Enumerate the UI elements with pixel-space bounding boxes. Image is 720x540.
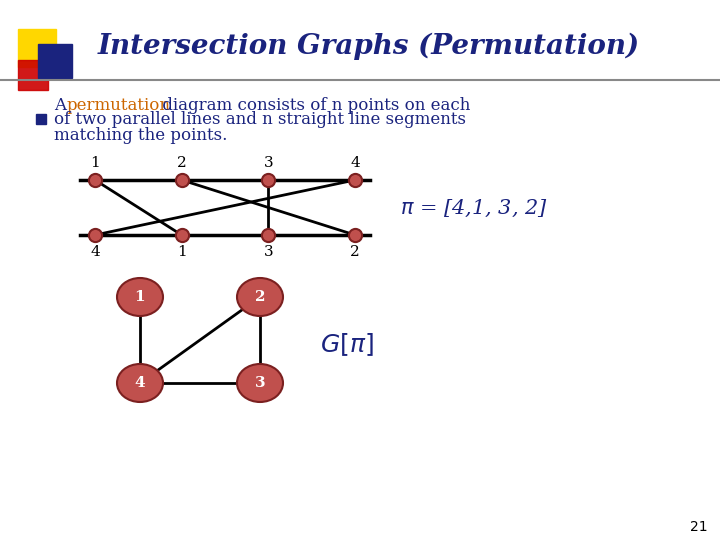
Ellipse shape [237,364,283,402]
Ellipse shape [237,278,283,316]
Text: 1: 1 [177,245,186,259]
Bar [38,44,72,78]
Text: 1: 1 [135,290,145,304]
Bar [18,60,48,90]
Point [349,231,361,239]
Text: matching the points.: matching the points. [54,126,228,144]
Ellipse shape [117,364,163,402]
Text: Intersection Graphs (Permutation): Intersection Graphs (Permutation) [98,32,640,60]
Point [176,231,187,239]
Text: $G[\pi]$: $G[\pi]$ [320,332,374,359]
Text: permutation: permutation [67,97,171,113]
Text: 3: 3 [255,376,265,390]
Point [176,176,187,184]
Text: diagram consists of n points on each: diagram consists of n points on each [157,97,470,113]
Text: $\pi$ = [4,1, 3, 2]: $\pi$ = [4,1, 3, 2] [400,198,548,219]
Text: 1: 1 [90,156,100,170]
Text: 4: 4 [350,156,360,170]
Text: 21: 21 [690,520,708,534]
Text: 3: 3 [264,156,273,170]
Point [89,176,101,184]
Bar [36,114,46,124]
Point [349,176,361,184]
Text: A: A [54,97,71,113]
Text: of two parallel lines and n straight line segments: of two parallel lines and n straight lin… [54,111,466,129]
Bar [18,29,56,67]
Ellipse shape [117,278,163,316]
Text: 2: 2 [255,290,265,304]
Text: 2: 2 [350,245,360,259]
Text: 2: 2 [177,156,186,170]
Text: 4: 4 [90,245,100,259]
Point [263,176,274,184]
Point [89,231,101,239]
Point [263,231,274,239]
Text: 3: 3 [264,245,273,259]
Text: 4: 4 [135,376,145,390]
